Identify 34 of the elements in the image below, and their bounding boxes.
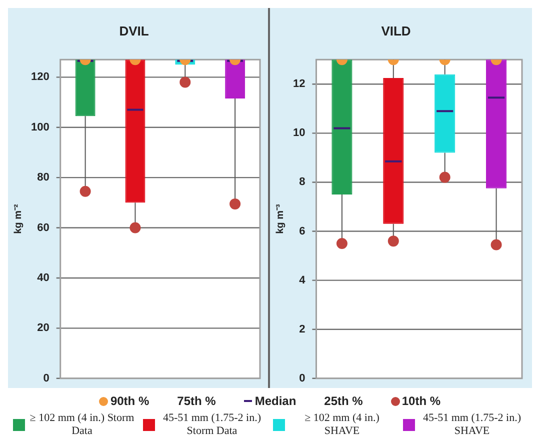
point <box>490 239 502 250</box>
y-tick-label: 60 <box>37 222 50 234</box>
y-axis-title: kg m⁻³ <box>274 203 286 234</box>
legend-label: 90th % <box>110 394 150 408</box>
legend-label: 10th % <box>402 394 441 408</box>
legend-label: 45-51 mm (1.75-2 in.) Storm Data <box>162 412 262 438</box>
y-tick-label: 4 <box>299 274 306 286</box>
text: 75th % <box>177 394 216 408</box>
point <box>80 186 91 197</box>
y-tick-label: 12 <box>292 78 306 90</box>
y-tick-label: 10 <box>292 127 306 140</box>
y-tick-label: 0 <box>43 372 50 384</box>
y-axis-title: kg m⁻² <box>12 203 24 234</box>
point <box>230 198 241 210</box>
legend-label: 45-51 mm (1.75-2 in.) SHAVE <box>422 412 522 438</box>
point <box>439 172 450 183</box>
chart-title: VILD <box>381 23 411 38</box>
text: Median <box>254 394 296 408</box>
y-tick-label: 0 <box>299 372 306 384</box>
y-tick-label: 40 <box>37 272 50 284</box>
y-tick-label: 2 <box>299 323 306 336</box>
y-tick-label: 20 <box>37 322 50 334</box>
legend-label: ≥ 102 mm (4 in.) SHAVE <box>304 412 380 438</box>
point <box>388 236 399 247</box>
y-tick-label: 120 <box>30 71 50 84</box>
point <box>336 238 348 250</box>
text: 25th % <box>324 394 363 408</box>
point <box>130 222 141 234</box>
chart-title: DVIL <box>119 23 149 38</box>
y-tick-label: 6 <box>299 225 306 238</box>
legend-label: ≥ 102 mm (4 in.) Storm Data <box>29 412 135 438</box>
y-tick-label: 80 <box>37 172 50 184</box>
y-tick-label: 8 <box>299 176 306 188</box>
y-tick-label: 100 <box>30 121 50 134</box>
